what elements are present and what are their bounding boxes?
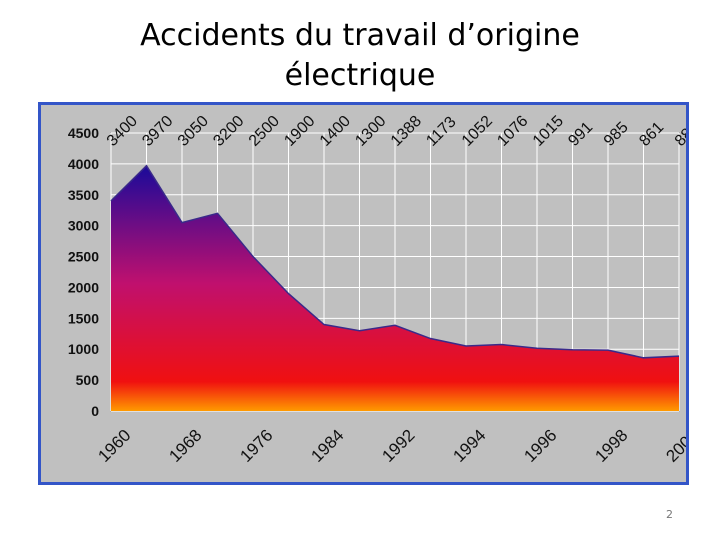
y-tick-label: 2500 (68, 249, 99, 265)
y-tick-label: 3500 (68, 187, 99, 203)
y-tick-label: 1500 (68, 310, 99, 326)
x-axis-tick-labels: 1960 1968 1976 1984 1992 1994 1996 1998 2000 (94, 426, 686, 466)
series-area (110, 164, 680, 411)
y-tick-label: 4000 (68, 156, 99, 172)
x-tick-label: 1998 (591, 426, 631, 466)
area-chart: 0 500 1000 1500 2000 2500 3000 3500 4000 4500 196… (68, 113, 686, 466)
slide-title-line-2: électrique (284, 58, 436, 93)
y-tick-label: 500 (76, 372, 100, 388)
y-tick-label: 0 (91, 403, 99, 419)
y-axis-tick-labels: 0 500 1000 1500 2000 2500 3000 3500 4000 4500 (68, 125, 99, 419)
chart-frame: 0 500 1000 1500 2000 2500 3000 3500 4000 4500 196… (38, 102, 689, 485)
x-tick-label: 1992 (378, 426, 418, 466)
y-tick-label: 3000 (68, 218, 99, 234)
series-line (110, 164, 680, 359)
x-tick-label: 1994 (449, 426, 489, 466)
slide-title-line-1: Accidents du travail d’origine (140, 18, 580, 53)
y-tick-label: 4500 (68, 125, 99, 141)
slide-title: Accidents du travail d’origine électriqu… (60, 16, 660, 96)
x-tick-label: 1968 (165, 426, 205, 466)
y-tick-label: 2000 (68, 279, 99, 295)
x-tick-label: 1960 (94, 426, 134, 466)
x-tick-label: 1984 (307, 426, 347, 466)
x-tick-label: 1996 (520, 426, 560, 466)
x-tick-label: 1976 (236, 426, 276, 466)
page-number: 2 (666, 508, 673, 521)
y-tick-label: 1000 (68, 341, 99, 357)
series-area-fill (111, 165, 679, 411)
x-tick-label: 2000 (662, 426, 686, 466)
